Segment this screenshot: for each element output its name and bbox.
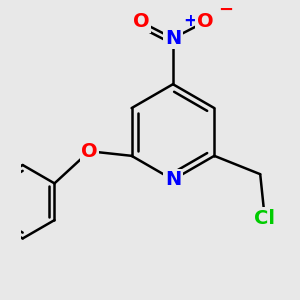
Text: O: O	[133, 12, 149, 31]
Text: N: N	[165, 29, 181, 48]
Text: N: N	[165, 170, 181, 189]
Text: −: −	[218, 1, 233, 19]
Text: +: +	[184, 12, 197, 30]
Text: O: O	[197, 12, 213, 31]
Text: O: O	[81, 142, 98, 161]
Text: Cl: Cl	[254, 209, 275, 228]
